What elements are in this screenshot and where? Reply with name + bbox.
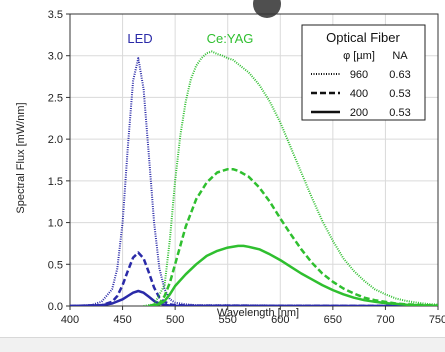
ceyag-label: Ce:YAG	[207, 31, 254, 46]
legend-phi-400: 400	[350, 88, 368, 100]
legend: Optical Fiber φ [µm] NA 960 0.63 400 0.5…	[301, 24, 426, 121]
ceyag-dotted-series-line	[143, 50, 438, 306]
x-axis-title: Wavelength [nm]	[217, 307, 299, 319]
y-tick-label: 1.0	[48, 218, 63, 230]
x-tick-label: 650	[324, 314, 342, 326]
ceyag-dashed-series-line	[148, 167, 438, 306]
x-tick-label: 500	[166, 314, 184, 326]
y-tick-label: 0.0	[48, 301, 63, 313]
y-tick-label: 2.5	[48, 92, 63, 104]
x-tick-label: 450	[113, 314, 131, 326]
led-dotted-series-line	[70, 57, 438, 306]
legend-phi-200: 200	[350, 107, 368, 119]
legend-na-053-b: 0.53	[389, 107, 410, 119]
x-tick-label: 700	[376, 314, 394, 326]
y-tick-label: 3.5	[48, 9, 63, 21]
y-tick-label: 1.5	[48, 176, 63, 188]
y-tick-label: 2.0	[48, 134, 63, 146]
legend-phi-header: φ [µm]	[343, 50, 375, 62]
legend-title: Optical Fiber	[326, 30, 400, 45]
led-solid-series-line	[70, 289, 438, 306]
y-tick-label: 0.5	[48, 259, 63, 271]
legend-na-053-a: 0.53	[389, 88, 410, 100]
series-layer	[70, 50, 438, 306]
y-axis-title: Spectral Flux [mW/nm]	[15, 102, 27, 213]
legend-na-063: 0.63	[389, 69, 410, 81]
x-tick-label: 750	[429, 314, 445, 326]
legend-na-header: NA	[392, 50, 408, 62]
x-tick-label: 550	[219, 314, 237, 326]
bottom-strip	[0, 337, 445, 352]
y-tick-label: 3.0	[48, 51, 63, 63]
led-label: LED	[127, 31, 152, 46]
x-tick-label: 600	[271, 314, 289, 326]
x-tick-label: 400	[61, 314, 79, 326]
legend-box	[301, 24, 426, 121]
legend-phi-960: 960	[350, 69, 368, 81]
tick-layer: 400 450 500 550 600 650 700 750 0.0 0.5 1.0 1.5 2.0 2…	[48, 9, 445, 326]
ceyag-solid-series-line	[148, 244, 438, 306]
